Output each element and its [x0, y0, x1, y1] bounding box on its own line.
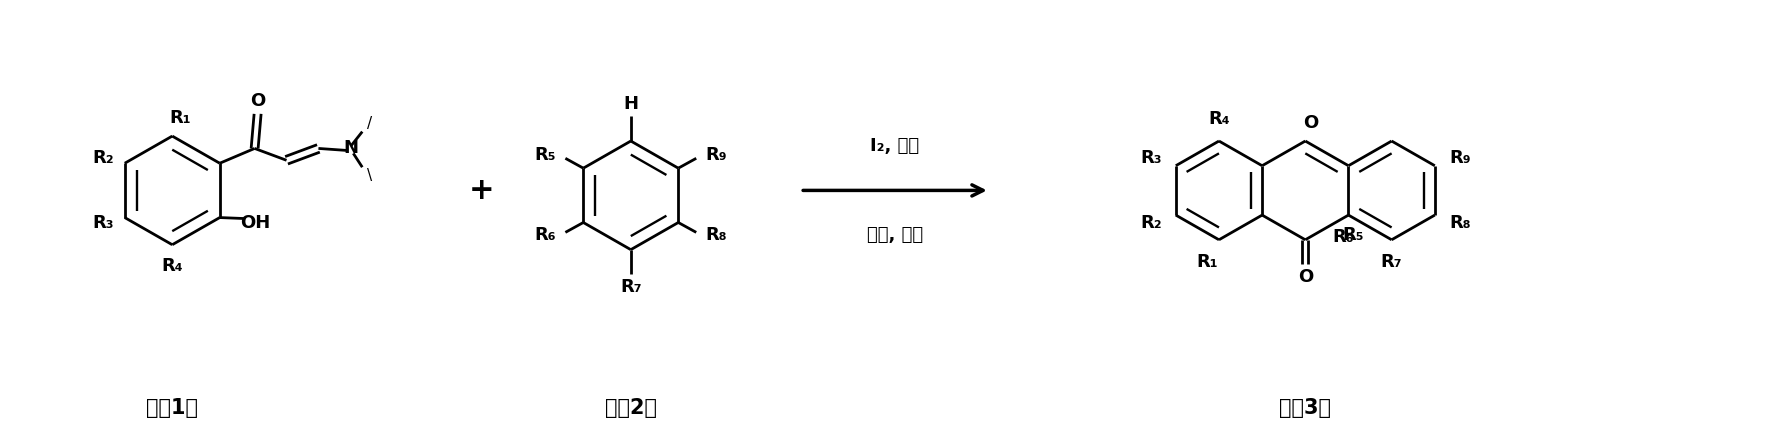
Text: R₂: R₂ — [1139, 214, 1162, 232]
Text: 式（2）: 式（2） — [605, 398, 657, 418]
Text: R₈: R₈ — [705, 227, 726, 244]
Text: OH: OH — [240, 214, 271, 232]
Text: H: H — [623, 94, 639, 113]
Text: R₄: R₄ — [162, 258, 183, 275]
Text: R₁: R₁ — [1196, 252, 1218, 271]
Text: I₂, 溶剂: I₂, 溶剂 — [870, 137, 920, 155]
Text: 式（3）: 式（3） — [1280, 398, 1331, 418]
Text: O: O — [1298, 268, 1314, 286]
Text: O: O — [1303, 114, 1317, 132]
Text: R₄: R₄ — [1209, 110, 1230, 128]
Text: 式（1）: 式（1） — [146, 398, 198, 418]
Text: /: / — [367, 116, 372, 131]
Text: R₇: R₇ — [619, 278, 641, 296]
Text: R₉: R₉ — [705, 146, 726, 164]
Text: R₆: R₆ — [1333, 228, 1355, 246]
Text: R₅: R₅ — [534, 146, 557, 164]
Text: R₆: R₆ — [534, 227, 557, 244]
Text: R₃: R₃ — [93, 214, 114, 231]
Text: R₅: R₅ — [1342, 226, 1363, 244]
Text: 光照, 室温: 光照, 室温 — [867, 226, 924, 244]
Text: R₉: R₉ — [1449, 149, 1470, 167]
Text: O: O — [249, 92, 265, 110]
Text: \: \ — [367, 168, 372, 182]
Text: R₂: R₂ — [93, 150, 114, 167]
Text: N: N — [344, 139, 360, 158]
Text: R₁: R₁ — [169, 109, 190, 127]
Text: R₃: R₃ — [1141, 149, 1162, 167]
Text: R₇: R₇ — [1381, 252, 1403, 271]
Text: +: + — [468, 176, 495, 205]
Text: R₈: R₈ — [1449, 214, 1470, 232]
